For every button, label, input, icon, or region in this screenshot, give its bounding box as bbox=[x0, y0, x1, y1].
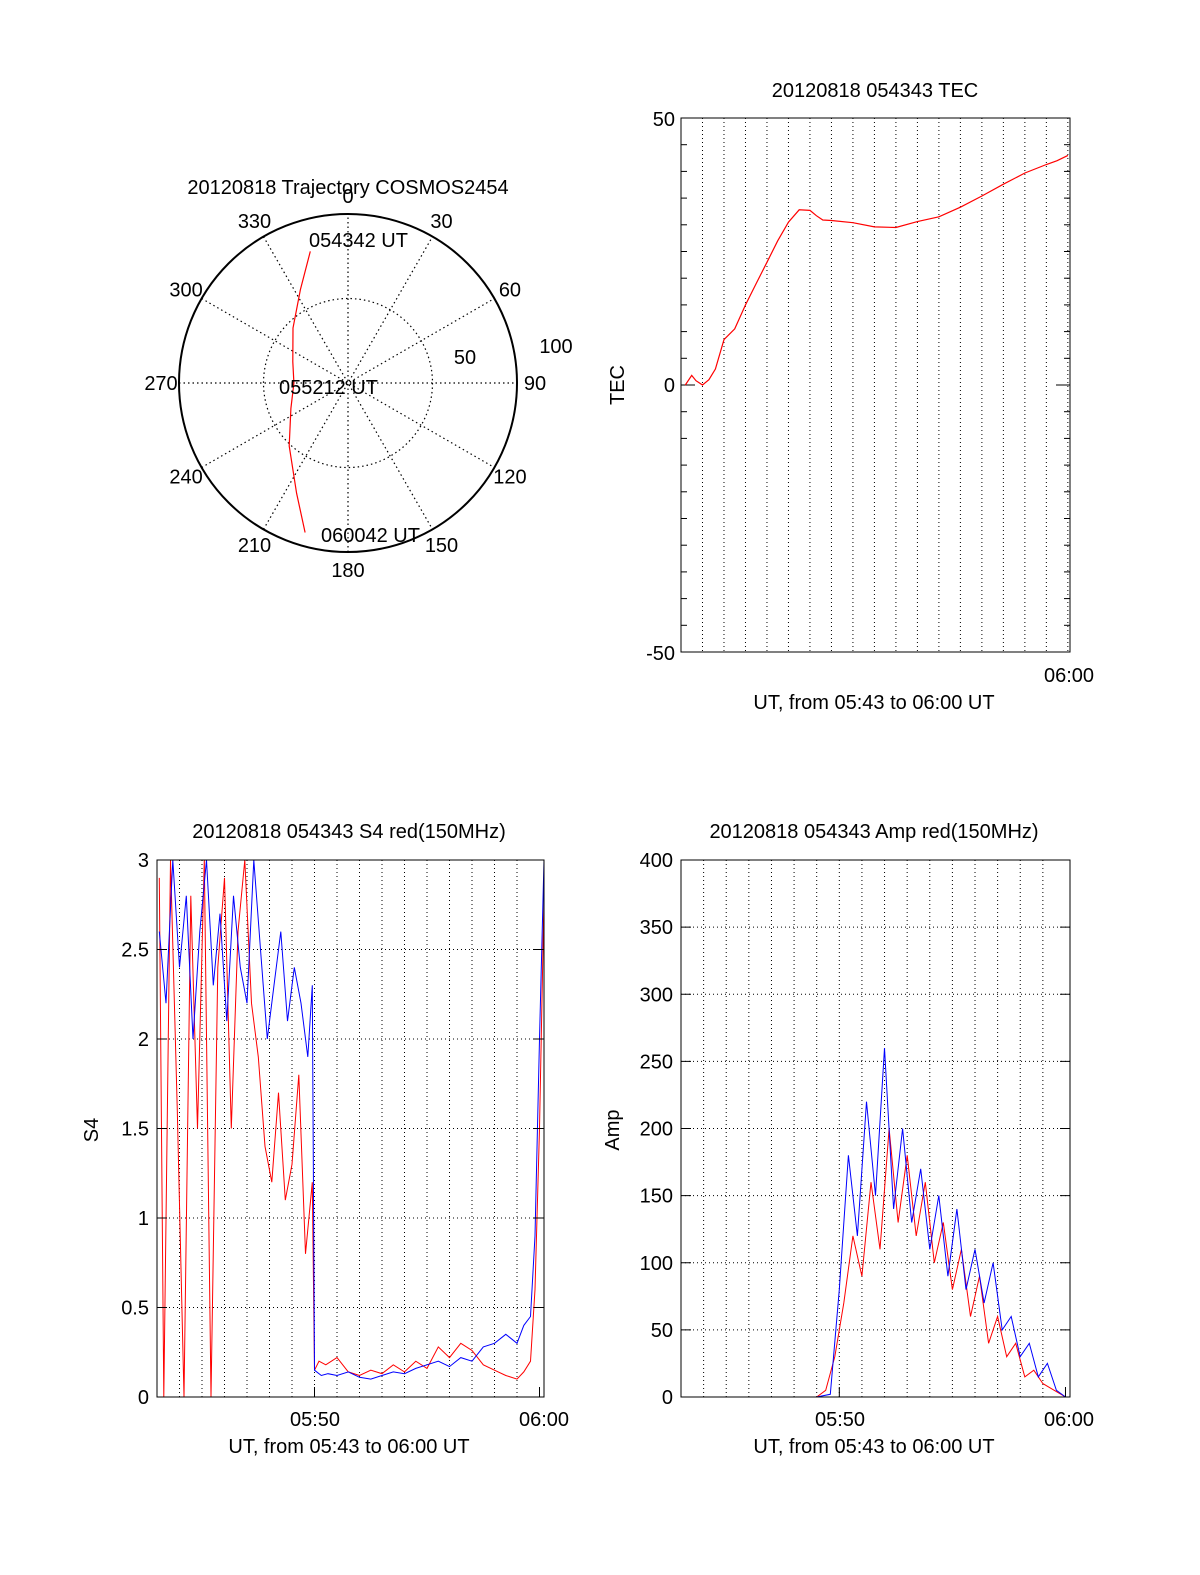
amp-ylabel: Amp bbox=[602, 1109, 624, 1150]
polar-grid bbox=[178, 213, 518, 553]
tec-panel: 20120818 054343 TEC 50 0 -50 06:00 UT, f… bbox=[607, 80, 1094, 714]
amp-ytick-label: 300 bbox=[640, 984, 673, 1006]
s4-xtick-label-0600: 06:00 bbox=[519, 1409, 569, 1431]
amp-xlabel: UT, from 05:43 to 06:00 UT bbox=[753, 1436, 994, 1458]
amp-ytick-label: 200 bbox=[640, 1119, 673, 1141]
tec-ytick-label-bottom: -50 bbox=[646, 643, 675, 665]
amp-ytick-label: 250 bbox=[640, 1051, 673, 1073]
amp-ytick-label: 400 bbox=[640, 850, 673, 872]
amp-blue-series-line bbox=[692, 1047, 1066, 1398]
s4-blue-series-line bbox=[158, 859, 545, 1380]
s4-ylabel: S4 bbox=[81, 1118, 103, 1142]
polar-azimuth-label: 30 bbox=[430, 211, 452, 233]
s4-ytick-label: 2.5 bbox=[121, 940, 149, 962]
s4-ytick-label: 1 bbox=[138, 1208, 149, 1230]
s4-ytick-label: 0.5 bbox=[121, 1298, 149, 1320]
s4-xtick-label-0550: 05:50 bbox=[290, 1409, 340, 1431]
amp-ytick-label: 0 bbox=[662, 1387, 673, 1409]
s4-xlabel: UT, from 05:43 to 06:00 UT bbox=[228, 1436, 469, 1458]
tec-title: 20120818 054343 TEC bbox=[772, 80, 978, 102]
polar-ring-label-50: 50 bbox=[454, 347, 476, 369]
amp-xtick-label-0600: 06:00 bbox=[1044, 1409, 1094, 1431]
polar-azimuth-label: 150 bbox=[425, 535, 458, 557]
s4-ytick-labels: 0 0.5 1 1.5 2 2.5 3 bbox=[121, 850, 149, 1409]
s4-ytick-label: 3 bbox=[138, 850, 149, 872]
amp-ticks bbox=[681, 859, 1070, 1398]
polar-azimuth-label: 300 bbox=[169, 280, 202, 302]
amp-title: 20120818 054343 Amp red(150MHz) bbox=[709, 821, 1038, 843]
tec-plot-frame bbox=[680, 117, 1071, 653]
s4-ytick-label: 2 bbox=[138, 1029, 149, 1051]
s4-title: 20120818 054343 S4 red(150MHz) bbox=[192, 821, 506, 843]
amp-ytick-label: 100 bbox=[640, 1253, 673, 1275]
tec-xlabel: UT, from 05:43 to 06:00 UT bbox=[753, 692, 994, 714]
polar-azimuth-label: 270 bbox=[144, 373, 177, 395]
polar-title: 20120818 Trajectory COSMOS2454 bbox=[187, 177, 508, 199]
tec-ylabel: TEC bbox=[607, 365, 629, 405]
polar-azimuth-label: 330 bbox=[238, 211, 271, 233]
polar-ring-label-100: 100 bbox=[539, 336, 572, 358]
trajectory-polar-panel: 20120818 Trajectory COSMOS2454 0 30 60 90 12… bbox=[144, 177, 572, 582]
amp-red-series-line bbox=[692, 1128, 1066, 1398]
tec-xtick-label: 06:00 bbox=[1044, 665, 1094, 687]
amp-ytick-label: 50 bbox=[651, 1320, 673, 1342]
tec-ticks bbox=[681, 117, 1070, 653]
tec-ytick-label-mid: 0 bbox=[664, 375, 675, 397]
polar-azimuth-label: 90 bbox=[524, 373, 546, 395]
polar-azimuth-label: 210 bbox=[238, 535, 271, 557]
trajectory-mid-label: 055212 UT bbox=[279, 377, 378, 399]
tec-grid bbox=[701, 118, 1069, 652]
amp-panel: 20120818 054343 Amp red(150MHz) 0 50 100 15… bbox=[602, 821, 1094, 1458]
polar-azimuth-labels: 0 30 60 90 120 150 180 210 240 270 300 330 bbox=[144, 186, 546, 582]
trajectory-start-label: 054342 UT bbox=[309, 230, 408, 252]
amp-xtick-label-0550: 05:50 bbox=[815, 1409, 865, 1431]
tec-ytick-label-top: 50 bbox=[653, 109, 675, 131]
amp-ytick-label: 150 bbox=[640, 1186, 673, 1208]
s4-ytick-label: 0 bbox=[138, 1387, 149, 1409]
s4-panel: 20120818 054343 S4 red(150MHz) 0 0.5 1 1.5 2… bbox=[81, 821, 569, 1458]
amp-ytick-label: 350 bbox=[640, 917, 673, 939]
polar-azimuth-label: 180 bbox=[331, 560, 364, 582]
s4-grid bbox=[157, 860, 544, 1397]
polar-azimuth-label: 240 bbox=[169, 467, 202, 489]
tec-series-line bbox=[684, 154, 1069, 386]
amp-grid bbox=[681, 860, 1070, 1397]
amp-ytick-labels: 0 50 100 150 200 250 300 350 400 bbox=[640, 850, 673, 1409]
polar-azimuth-label: 60 bbox=[499, 280, 521, 302]
polar-azimuth-label: 0 bbox=[342, 186, 353, 208]
trajectory-end-label: 060042 UT bbox=[321, 525, 420, 547]
polar-azimuth-label: 120 bbox=[493, 467, 526, 489]
trajectory-track bbox=[288, 251, 311, 533]
s4-ticks bbox=[157, 859, 544, 1398]
s4-ytick-label: 1.5 bbox=[121, 1119, 149, 1141]
